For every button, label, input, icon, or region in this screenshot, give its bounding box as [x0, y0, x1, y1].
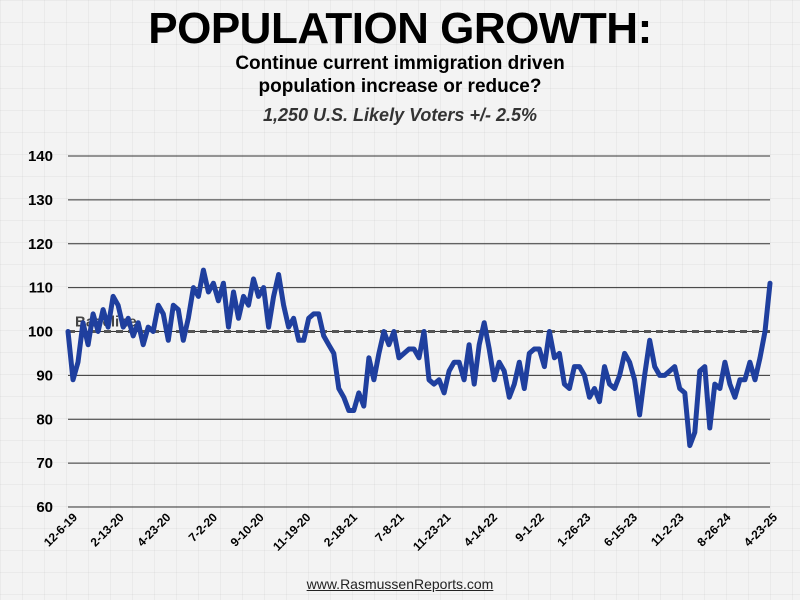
series-line [65, 267, 773, 449]
x-tick-label: 9-1-22 [512, 510, 547, 545]
x-tick-label: 2-13-20 [88, 510, 127, 549]
y-tick-label: 60 [36, 499, 53, 516]
y-tick-label: 140 [28, 148, 53, 165]
x-tick-label: 4-14-22 [461, 510, 500, 549]
x-tick-label: 11-19-20 [270, 510, 314, 554]
x-tick-label: 6-15-23 [601, 510, 640, 549]
x-tick-label: 7-8-21 [372, 510, 407, 545]
x-tick-label: 7-2-20 [186, 510, 221, 545]
x-tick-label: 4-23-25 [741, 510, 780, 549]
x-tick-label: 2-18-21 [321, 510, 360, 549]
x-tick-label: 9-10-20 [228, 510, 267, 549]
x-tick-label: 4-23-20 [134, 510, 173, 549]
x-tick-label: 11-2-23 [648, 510, 687, 549]
chart-title: POPULATION GROWTH: [148, 4, 652, 53]
y-tick-label: 130 [28, 192, 53, 209]
chart-subtitle: Continue current immigration driven popu… [0, 52, 800, 98]
y-tick-label: 110 [29, 280, 53, 297]
y-tick-label: 70 [36, 455, 53, 472]
subtitle-line-2: population increase or reduce? [258, 76, 542, 97]
x-tick-label: 1-26-23 [554, 510, 593, 549]
y-tick-label: 90 [36, 367, 53, 384]
y-tick-label: 120 [28, 236, 53, 253]
source-link[interactable]: www.RasmussenReports.com [306, 576, 494, 592]
sample-note: 1,250 U.S. Likely Voters +/- 2.5% [263, 105, 537, 125]
x-tick-label: 8-26-24 [694, 510, 733, 549]
x-tick-label: 11-23-21 [410, 510, 454, 554]
subtitle-line-1: Continue current immigration driven [235, 53, 565, 74]
y-tick-label: 100 [28, 324, 53, 341]
y-tick-label: 80 [36, 411, 53, 428]
